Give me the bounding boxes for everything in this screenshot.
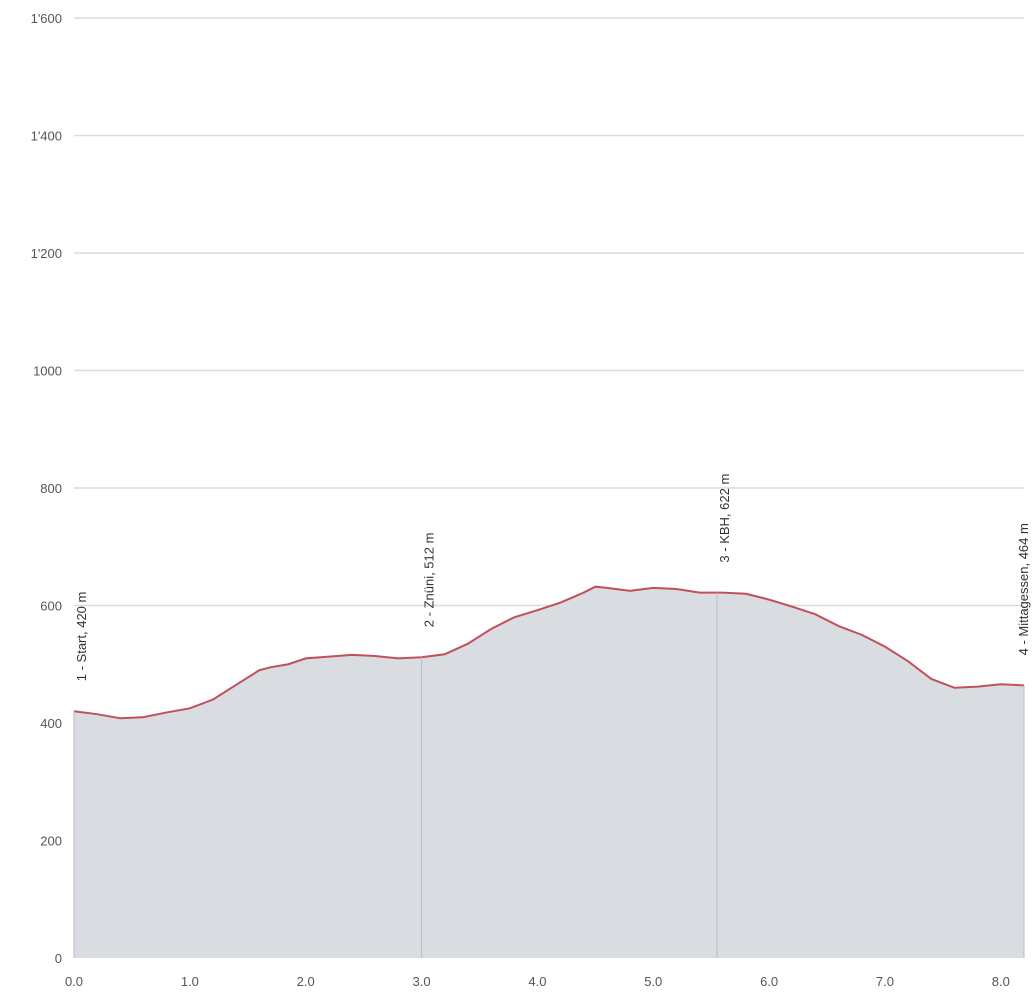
marker-label-1: 1 - Start, 420 m: [74, 592, 89, 682]
marker-label-2: 2 - Znüni, 512 m: [422, 533, 437, 628]
x-tick-label-5: 5.0: [644, 974, 662, 989]
x-tick-label-6: 6.0: [760, 974, 778, 989]
x-tick-label-0: 0.0: [65, 974, 83, 989]
marker-layer: 1 - Start, 420 m 2 - Znüni, 512 m 3 - KBH,…: [73, 474, 1031, 958]
y-tick-label-5: 1000: [33, 364, 62, 379]
x-tick-label-2: 2.0: [297, 974, 315, 989]
elevation-area: [74, 586, 1024, 958]
y-tick-label-3: 600: [40, 599, 62, 614]
x-tick-label-3: 3.0: [413, 974, 431, 989]
y-tick-label-4: 800: [40, 481, 62, 496]
marker-label-4: 4 - Mittagessen, 464 m: [1016, 523, 1031, 655]
x-tick-label-7: 7.0: [876, 974, 894, 989]
y-tick-label-1: 200: [40, 834, 62, 849]
area-layer: [73, 585, 1025, 958]
x-axis-ticks: 0.0 1.0 2.0 3.0 4.0 5.0 6.0 7.0 8.0: [65, 974, 1010, 989]
y-axis-ticks: 0 200 400 600 800 1000 1'200 1'400 1'600: [31, 11, 62, 966]
y-tick-label-8: 1'600: [31, 11, 62, 26]
y-tick-label-7: 1'400: [31, 129, 62, 144]
y-tick-label-0: 0: [55, 951, 62, 966]
elevation-line: [73, 585, 1025, 720]
marker-label-3: 3 - KBH, 622 m: [717, 474, 732, 563]
x-tick-label-8: 8.0: [992, 974, 1010, 989]
y-tick-label-2: 400: [40, 716, 62, 731]
x-tick-label-4: 4.0: [528, 974, 546, 989]
y-tick-label-6: 1'200: [31, 246, 62, 261]
x-tick-label-1: 1.0: [181, 974, 199, 989]
